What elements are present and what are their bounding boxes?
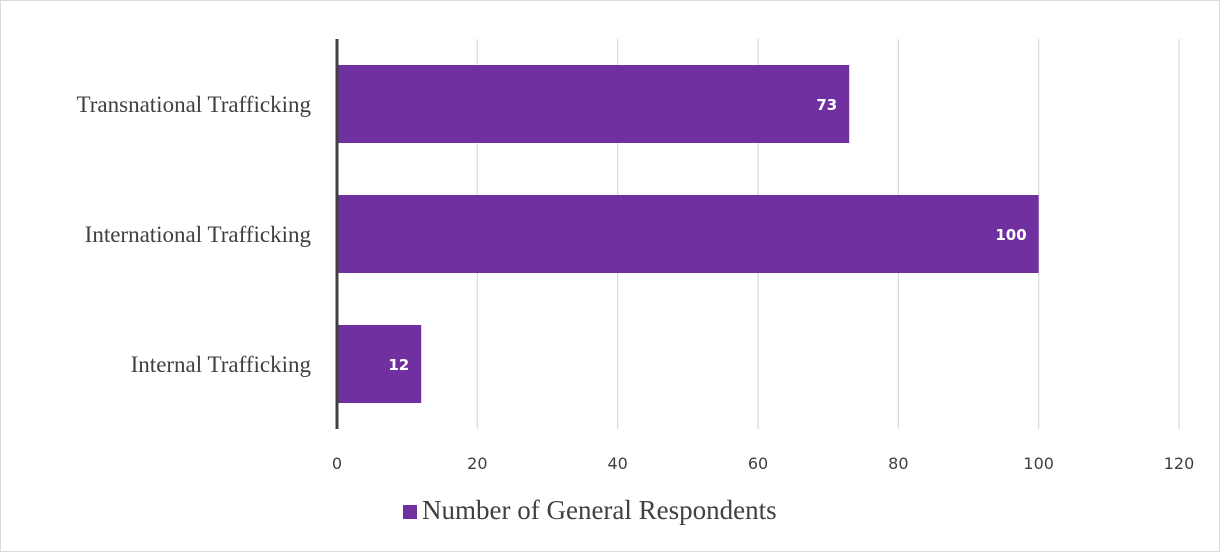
legend-label: Number of General Respondents	[422, 495, 777, 525]
x-tick-label: 0	[332, 454, 342, 473]
data-label: 100	[995, 226, 1026, 244]
x-tick-label: 100	[1023, 454, 1054, 473]
category-label: Transnational Trafficking	[77, 92, 312, 117]
data-label: 12	[388, 356, 409, 374]
x-tick-label: 40	[607, 454, 627, 473]
bar	[337, 65, 849, 143]
legend-swatch	[403, 505, 417, 519]
category-label: International Trafficking	[85, 222, 312, 247]
bars: 73 100 12	[337, 65, 1039, 403]
category-label: Internal Trafficking	[131, 352, 312, 377]
bar	[337, 195, 1039, 273]
data-label: 73	[816, 96, 837, 114]
legend: Number of General Respondents	[403, 495, 777, 525]
x-tick-label: 80	[888, 454, 908, 473]
x-tick-label: 60	[748, 454, 768, 473]
category-labels: Transnational Trafficking International T…	[77, 92, 312, 377]
x-tick-labels: 0 20 40 60 80 100 120	[332, 454, 1194, 473]
x-tick-label: 20	[467, 454, 487, 473]
x-tick-label: 120	[1164, 454, 1195, 473]
